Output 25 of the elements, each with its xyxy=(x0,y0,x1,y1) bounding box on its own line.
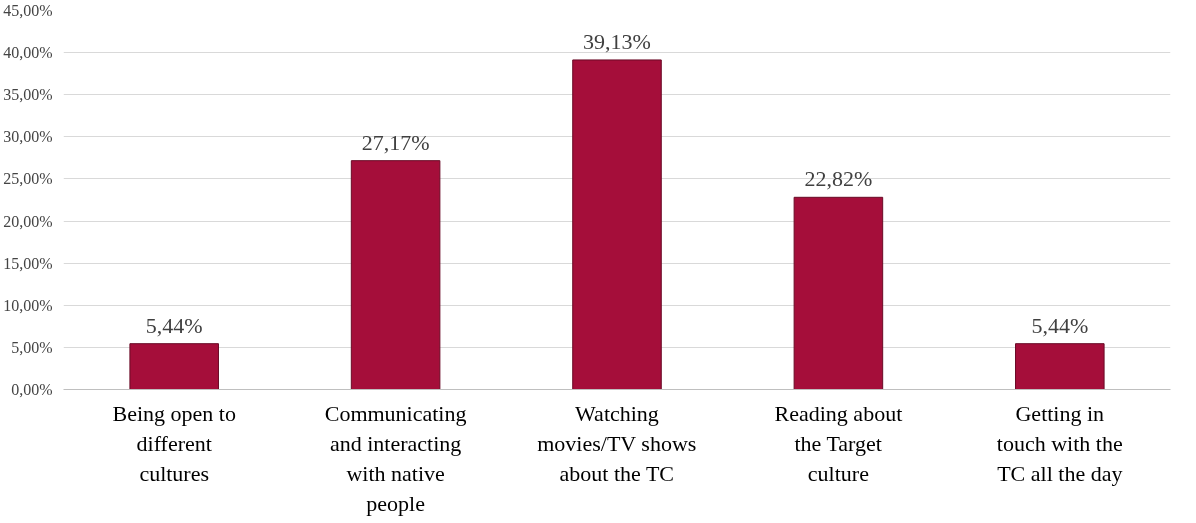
data-label: 5,44% xyxy=(1031,312,1089,338)
data-label: 27,17% xyxy=(361,129,430,155)
x-tick-label: Reading about the Target culture xyxy=(774,400,903,486)
y-tick-label: 35,00% xyxy=(3,86,53,104)
data-label: 22,82% xyxy=(804,166,873,192)
bar xyxy=(1015,343,1105,390)
x-tick-label: Getting in touch with the TC all the day xyxy=(996,400,1123,486)
bar xyxy=(793,196,884,390)
y-tick-label: 30,00% xyxy=(3,128,53,146)
bar xyxy=(350,160,441,390)
y-tick-label: 40,00% xyxy=(3,44,53,62)
y-tick-label: 10,00% xyxy=(3,296,53,314)
data-label: 5,44% xyxy=(145,312,203,338)
y-tick-label: 5,00% xyxy=(11,338,53,356)
x-tick-label: Communicating and interacting with native people xyxy=(324,400,467,516)
y-tick-label: 45,00% xyxy=(3,2,53,19)
bar xyxy=(129,343,219,390)
x-tick-label: Being open to different cultures xyxy=(112,400,236,486)
bar xyxy=(572,59,662,390)
x-tick-label: Watching movies/TV shows about the TC xyxy=(537,400,697,486)
y-tick-label: 20,00% xyxy=(3,212,53,230)
y-tick-label: 25,00% xyxy=(3,170,53,188)
y-tick-label: 15,00% xyxy=(3,254,53,272)
data-label: 39,13% xyxy=(583,28,651,54)
y-tick-label: 0,00% xyxy=(11,381,53,398)
